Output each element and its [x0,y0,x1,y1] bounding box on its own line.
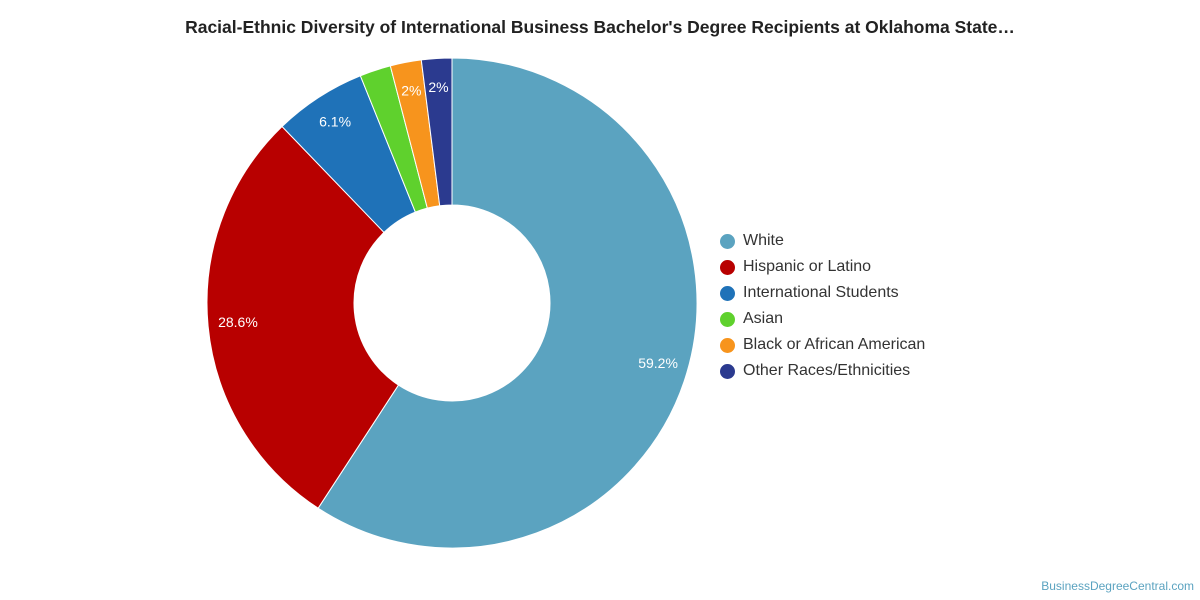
source-credit[interactable]: BusinessDegreeCentral.com [1041,579,1194,593]
chart-title: Racial-Ethnic Diversity of International… [185,17,1015,37]
legend-label: Other Races/Ethnicities [743,362,911,379]
legend-swatch [720,259,735,275]
donut-slices [206,57,698,549]
legend-item-other-races-ethnicities[interactable]: Other Races/Ethnicities [720,358,925,384]
legend-label: White [743,232,784,249]
legend-item-black-or-african-american[interactable]: Black or African American [720,332,925,358]
slice-label-other-races-ethnicities: 2% [428,79,448,95]
legend-item-hispanic-or-latino[interactable]: Hispanic or Latino [720,254,925,280]
legend-label: Hispanic or Latino [743,258,872,275]
slice-white[interactable] [317,57,698,549]
legend-item-asian[interactable]: Asian [720,306,925,332]
slice-hispanic-or-latino[interactable] [206,125,400,509]
chart-legend: White Hispanic or Latino International Stu… [720,228,925,384]
slice-other-races-ethnicities[interactable] [420,57,453,207]
legend-label: Black or African American [743,336,926,353]
legend-label: Asian [743,310,784,327]
legend-label: International Students [743,284,899,301]
legend-swatch [720,311,735,327]
legend-swatch [720,363,735,379]
slice-label-white: 59.2% [638,355,678,371]
slice-label-hispanic-or-latino: 28.6% [218,314,258,330]
legend-swatch [720,285,735,301]
legend-swatch [720,337,735,353]
slice-label-black-or-african-american: 2% [401,83,421,99]
legend-item-white[interactable]: White [720,228,925,254]
legend-item-international-students[interactable]: International Students [720,280,925,306]
donut-labels: 59.2% 28.6% 6.1% 2% 2% [218,79,678,371]
legend-swatch [720,233,735,249]
slice-label-international-students: 6.1% [319,113,351,129]
